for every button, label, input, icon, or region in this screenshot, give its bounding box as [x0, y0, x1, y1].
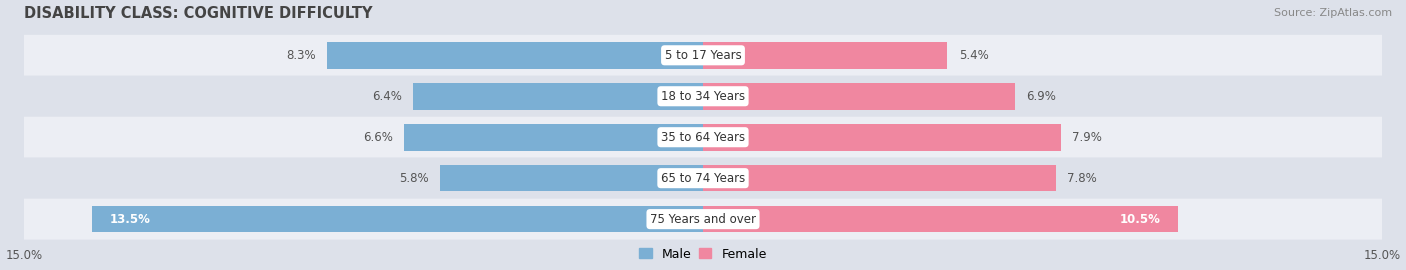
Text: 8.3%: 8.3%: [287, 49, 316, 62]
Text: 5.8%: 5.8%: [399, 172, 429, 185]
Text: 6.9%: 6.9%: [1026, 90, 1056, 103]
Legend: Male, Female: Male, Female: [634, 242, 772, 266]
Bar: [440, 165, 703, 191]
Text: Source: ZipAtlas.com: Source: ZipAtlas.com: [1274, 8, 1392, 18]
FancyBboxPatch shape: [1, 117, 1405, 158]
Text: 5.4%: 5.4%: [959, 49, 988, 62]
FancyBboxPatch shape: [1, 158, 1405, 199]
Bar: [413, 83, 703, 110]
Text: 7.9%: 7.9%: [1071, 131, 1102, 144]
Text: 6.6%: 6.6%: [363, 131, 394, 144]
Bar: [703, 165, 1056, 191]
Text: DISABILITY CLASS: COGNITIVE DIFFICULTY: DISABILITY CLASS: COGNITIVE DIFFICULTY: [24, 6, 373, 21]
FancyBboxPatch shape: [1, 199, 1405, 239]
Bar: [703, 206, 1178, 232]
Bar: [405, 124, 703, 150]
Text: 65 to 74 Years: 65 to 74 Years: [661, 172, 745, 185]
Text: 7.8%: 7.8%: [1067, 172, 1097, 185]
Text: 6.4%: 6.4%: [373, 90, 402, 103]
Text: 13.5%: 13.5%: [110, 212, 150, 226]
FancyBboxPatch shape: [1, 35, 1405, 76]
Bar: [703, 42, 948, 69]
Text: 18 to 34 Years: 18 to 34 Years: [661, 90, 745, 103]
Bar: [328, 42, 703, 69]
Bar: [703, 124, 1060, 150]
Text: 5 to 17 Years: 5 to 17 Years: [665, 49, 741, 62]
Text: 10.5%: 10.5%: [1119, 212, 1160, 226]
Bar: [703, 83, 1015, 110]
Text: 35 to 64 Years: 35 to 64 Years: [661, 131, 745, 144]
Text: 75 Years and over: 75 Years and over: [650, 212, 756, 226]
Bar: [91, 206, 703, 232]
FancyBboxPatch shape: [1, 76, 1405, 117]
